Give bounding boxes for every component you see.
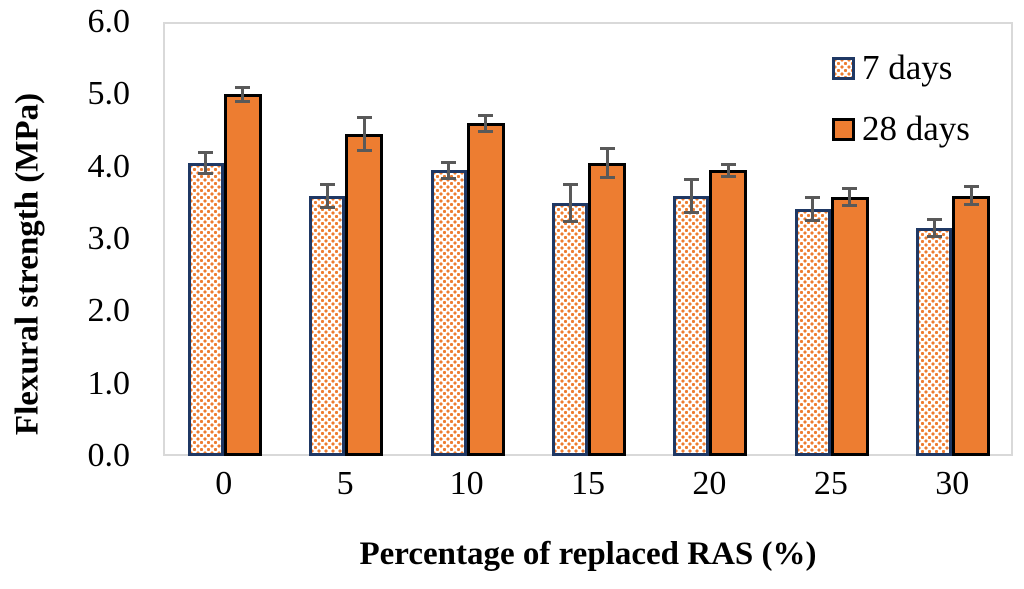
bar-28days-25pct (830, 197, 869, 456)
bar-7days-20pct (673, 195, 710, 456)
y-axis-title: Flexural strength (MPa) (9, 92, 46, 436)
error-stem (689, 177, 693, 214)
bar-7days-25pct (794, 208, 831, 456)
error-cap-bottom (478, 129, 494, 133)
x-axis-title: Percentage of replaced RAS (%) (359, 536, 817, 572)
error-bar-7days-0pct (198, 150, 214, 176)
x-tick-label: 15 (571, 465, 605, 502)
error-cap-bottom (805, 218, 821, 222)
legend-label-28-days: 28 days (862, 109, 970, 148)
bar-7days-15pct (552, 202, 588, 456)
error-stem (811, 195, 815, 222)
error-stem (568, 182, 572, 224)
bar-28days-10pct (466, 123, 505, 456)
error-cap-bottom (441, 176, 457, 180)
error-cap-bottom (842, 204, 858, 208)
plot-area (163, 22, 1013, 456)
error-bar-28days-15pct (599, 147, 615, 179)
error-stem (932, 218, 936, 239)
bar-28days-0pct (223, 94, 262, 456)
error-bar-7days-25pct (805, 195, 821, 222)
error-stem (241, 85, 245, 103)
error-cap-bottom (926, 235, 942, 239)
error-bar-28days-10pct (478, 113, 494, 133)
x-tick-label: 10 (449, 465, 484, 502)
legend: 7 days 28 days (832, 50, 970, 147)
error-bar-7days-30pct (926, 218, 942, 239)
error-bar-7days-10pct (441, 160, 457, 180)
error-cap-bottom (319, 205, 335, 209)
x-tick-label: 5 (336, 465, 354, 502)
error-stem (726, 163, 730, 178)
error-cap-bottom (235, 100, 251, 103)
y-tick-label: 1.0 (87, 364, 131, 402)
legend-swatch-28-days-icon (832, 117, 855, 141)
legend-label-7-days: 7 days (862, 48, 953, 87)
error-cap-bottom (198, 172, 214, 176)
error-bar-28days-20pct (720, 163, 736, 178)
bar-7days-10pct (430, 170, 467, 456)
y-tick-label: 5.0 (87, 75, 131, 113)
error-cap-bottom (562, 220, 578, 224)
bar-7days-5pct (309, 195, 346, 456)
y-tick-label: 0.0 (87, 437, 131, 474)
bar-28days-15pct (588, 163, 626, 456)
error-stem (969, 184, 973, 207)
error-bar-28days-30pct (963, 184, 979, 207)
y-tick-label: 3.0 (87, 220, 131, 257)
x-tick-label: 25 (813, 465, 848, 502)
y-tick-label: 4.0 (87, 147, 131, 185)
y-tick-label: 2.0 (87, 292, 131, 330)
error-cap-bottom (963, 203, 979, 207)
error-stem (362, 116, 366, 153)
legend-swatch-7-days-icon (832, 56, 855, 80)
x-tick-label: 20 (692, 465, 727, 502)
x-tick-label: 0 (215, 465, 233, 502)
bar-28days-30pct (952, 195, 991, 456)
bar-28days-20pct (709, 170, 748, 456)
y-tick-label: 6.0 (87, 3, 131, 40)
x-tick-label: 30 (935, 465, 970, 502)
error-bar-7days-20pct (683, 177, 699, 214)
error-bar-7days-5pct (319, 182, 335, 209)
legend-item-7-days: 7 days (832, 50, 970, 86)
error-stem (848, 186, 852, 208)
error-bar-28days-5pct (356, 116, 372, 153)
error-bar-7days-15pct (562, 182, 578, 224)
error-bar-28days-0pct (235, 85, 251, 103)
error-cap-bottom (356, 149, 372, 153)
error-stem (325, 182, 329, 209)
legend-item-28-days: 28 days (832, 111, 970, 147)
bar-28days-5pct (345, 134, 384, 456)
bar-7days-0pct (187, 163, 224, 456)
error-stem (605, 147, 609, 179)
error-stem (484, 113, 488, 133)
error-cap-bottom (683, 210, 699, 214)
error-cap-bottom (599, 175, 615, 179)
error-stem (447, 160, 451, 180)
error-bar-28days-25pct (842, 186, 858, 208)
error-stem (204, 150, 208, 176)
bar-7days-30pct (916, 228, 953, 456)
error-cap-bottom (720, 174, 736, 178)
